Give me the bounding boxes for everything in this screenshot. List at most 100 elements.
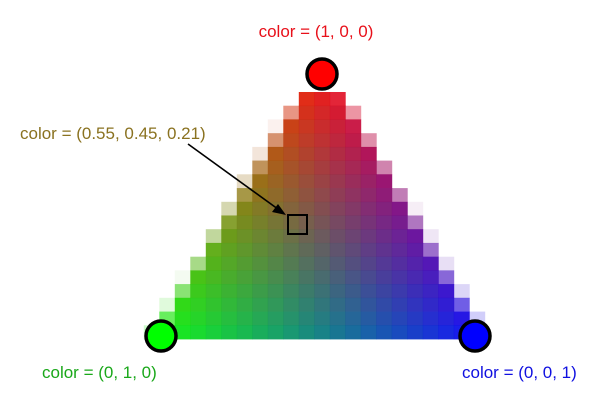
- color-cell: [360, 284, 377, 299]
- color-cell: [236, 311, 253, 326]
- color-cell: [298, 229, 315, 244]
- color-cell: [345, 146, 362, 161]
- color-cell: [221, 215, 238, 230]
- color-cell: [205, 311, 222, 326]
- sample-label: color = (0.55, 0.45, 0.21): [20, 124, 206, 143]
- color-cell: [345, 256, 362, 271]
- color-cell: [314, 242, 331, 257]
- pointer-arrowhead: [272, 204, 286, 215]
- color-cell: [345, 105, 362, 120]
- color-cell: [407, 284, 424, 299]
- color-cell: [360, 174, 377, 189]
- color-cell: [438, 297, 455, 312]
- color-cell: [391, 188, 408, 203]
- color-cell: [252, 256, 269, 271]
- color-cell: [283, 146, 300, 161]
- color-cell: [345, 284, 362, 299]
- color-cell: [376, 256, 393, 271]
- color-cell: [314, 325, 331, 340]
- color-cell: [407, 297, 424, 312]
- vertex-red-marker: [305, 57, 339, 91]
- color-cell: [391, 229, 408, 244]
- color-cell: [422, 256, 439, 271]
- color-cell: [314, 256, 331, 271]
- color-cell: [345, 311, 362, 326]
- color-cell: [391, 325, 408, 340]
- color-cell: [422, 270, 439, 285]
- color-cell: [298, 146, 315, 161]
- color-cell: [236, 325, 253, 340]
- color-cell: [236, 297, 253, 312]
- color-cell: [422, 297, 439, 312]
- color-cell: [376, 229, 393, 244]
- vertex-red-label: color = (1, 0, 0): [259, 22, 374, 41]
- color-cell: [267, 284, 284, 299]
- color-cell: [252, 174, 269, 189]
- color-cell: [329, 311, 346, 326]
- color-cell: [298, 270, 315, 285]
- color-cell: [267, 188, 284, 203]
- color-cell: [205, 297, 222, 312]
- color-cell: [283, 229, 300, 244]
- color-cell: [267, 215, 284, 230]
- color-cell: [376, 325, 393, 340]
- color-cell: [376, 311, 393, 326]
- color-cell: [376, 201, 393, 216]
- color-cell: [360, 311, 377, 326]
- color-cell: [407, 215, 424, 230]
- sample-marker: [287, 214, 308, 235]
- color-cell: [329, 297, 346, 312]
- color-cell: [190, 270, 207, 285]
- color-cell: [314, 311, 331, 326]
- color-cell: [298, 160, 315, 175]
- color-cell: [236, 188, 253, 203]
- color-cell: [407, 229, 424, 244]
- color-cell: [314, 133, 331, 148]
- color-cell: [360, 160, 377, 175]
- color-cell: [298, 188, 315, 203]
- color-cell: [174, 284, 191, 299]
- color-cell: [252, 297, 269, 312]
- color-grid: [143, 92, 486, 340]
- color-cell: [360, 229, 377, 244]
- color-cell: [236, 215, 253, 230]
- color-cell: [221, 284, 238, 299]
- color-cell: [283, 297, 300, 312]
- color-cell: [236, 201, 253, 216]
- color-cell: [422, 242, 439, 257]
- color-cell: [407, 270, 424, 285]
- color-cell: [252, 325, 269, 340]
- color-cell: [221, 201, 238, 216]
- color-cell: [205, 229, 222, 244]
- color-cell: [252, 160, 269, 175]
- color-cell: [283, 215, 300, 230]
- color-cell: [391, 311, 408, 326]
- color-cell: [314, 188, 331, 203]
- color-cell: [283, 325, 300, 340]
- color-cell: [345, 297, 362, 312]
- color-cell: [391, 256, 408, 271]
- color-cell: [252, 229, 269, 244]
- color-cell: [345, 270, 362, 285]
- color-cell: [376, 242, 393, 257]
- color-cell: [314, 297, 331, 312]
- color-cell: [298, 133, 315, 148]
- color-cell: [360, 215, 377, 230]
- color-cell: [298, 105, 315, 120]
- color-cell: [298, 311, 315, 326]
- color-cell: [407, 325, 424, 340]
- color-cell: [314, 174, 331, 189]
- color-cell: [283, 311, 300, 326]
- color-cell: [298, 201, 315, 216]
- color-cell: [407, 256, 424, 271]
- color-cell: [345, 229, 362, 244]
- color-cell: [391, 284, 408, 299]
- color-cell: [314, 270, 331, 285]
- color-cell: [329, 188, 346, 203]
- color-cell: [267, 119, 284, 134]
- color-cell: [221, 270, 238, 285]
- color-cell: [329, 242, 346, 257]
- color-cell: [221, 311, 238, 326]
- color-cell: [190, 256, 207, 271]
- color-cell: [329, 215, 346, 230]
